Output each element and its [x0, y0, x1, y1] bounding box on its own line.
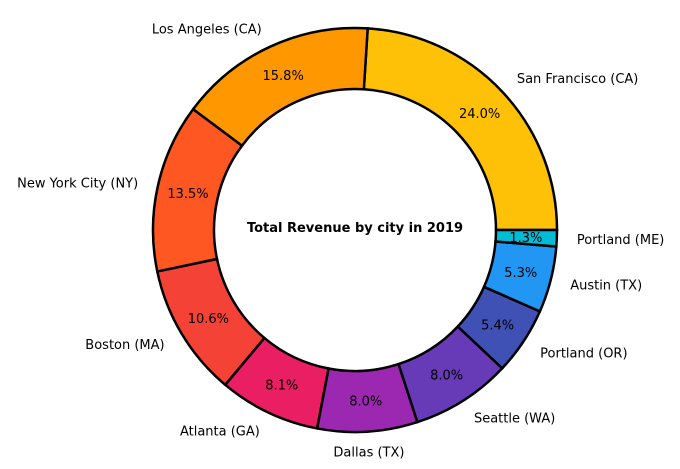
slice-city-label-3: Boston (MA)	[85, 338, 164, 353]
slice-city-label-0: San Francisco (CA)	[517, 72, 639, 87]
slice-pct-label-3: 10.6%	[188, 312, 229, 327]
slice-pct-label-7: 5.4%	[481, 318, 514, 333]
slice-pct-label-0: 24.0%	[459, 107, 500, 122]
slice-city-label-9: Portland (ME)	[577, 233, 665, 248]
slice-city-label-7: Portland (OR)	[540, 346, 627, 361]
slice-city-label-6: Seattle (WA)	[474, 411, 555, 426]
labels-group: 24.0% San Francisco (CA) 15.8% Los Angeles …	[17, 23, 664, 461]
slice-pct-label-8: 5.3%	[504, 266, 537, 281]
slice-pct-label-2: 13.5%	[167, 187, 208, 202]
slice-city-label-4: Atlanta (GA)	[180, 425, 260, 440]
slice-city-label-2: New York City (NY)	[17, 176, 138, 191]
slice-pct-label-4: 8.1%	[265, 378, 298, 393]
slice-pct-label-5: 8.0%	[349, 395, 382, 410]
slices-group	[151, 26, 559, 434]
slice-pct-label-1: 15.8%	[263, 69, 304, 84]
slice-pct-label-9: 1.3%	[509, 231, 542, 246]
slice-9	[494, 228, 559, 248]
center-title: Total Revenue by city in 2019	[247, 221, 463, 236]
slice-city-label-1: Los Angeles (CA)	[152, 23, 262, 38]
slice-city-label-5: Dallas (TX)	[333, 446, 404, 461]
slice-city-label-8: Austin (TX)	[570, 279, 642, 294]
slice-pct-label-6: 8.0%	[430, 368, 463, 383]
slice-0	[362, 27, 559, 232]
